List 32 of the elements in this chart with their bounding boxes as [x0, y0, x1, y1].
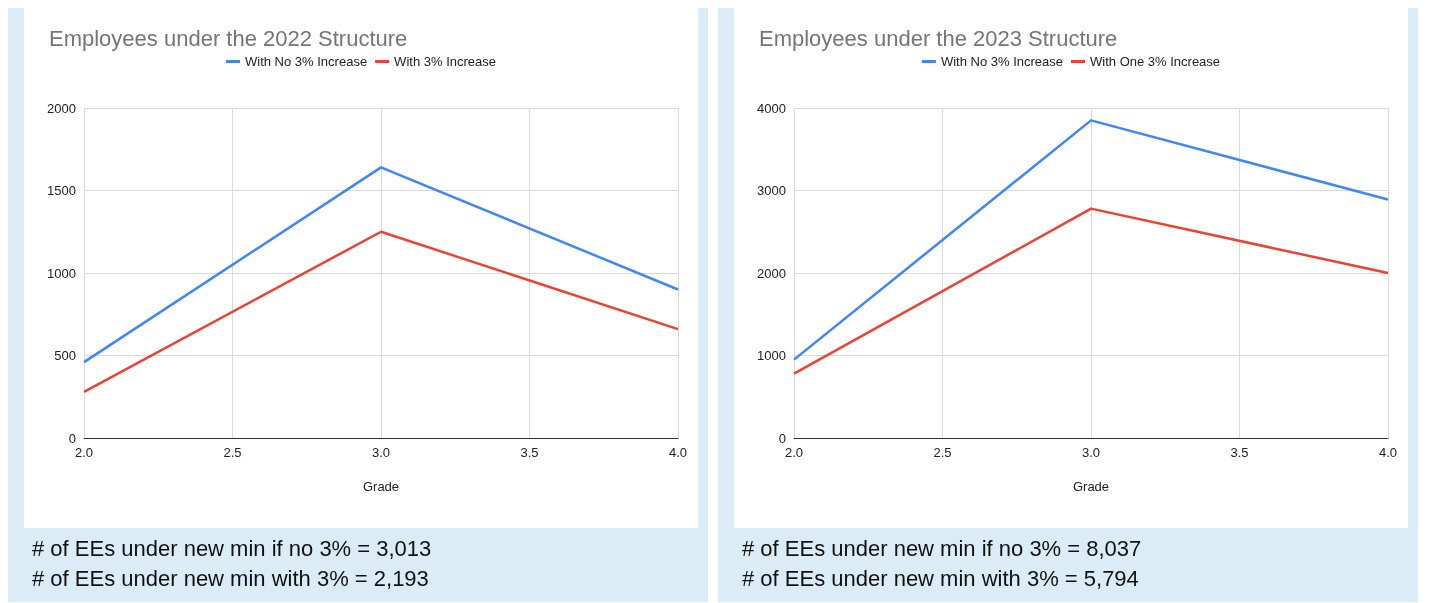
y-tick-label: 0: [68, 430, 76, 446]
text: # of EEs under new min with 3% = 5,794: [742, 565, 1140, 593]
x-tick-label: 2.5: [933, 445, 952, 460]
text: # of EEs under new min if no 3% = 3,013: [32, 535, 433, 563]
x-tick-label: 3.5: [1230, 445, 1249, 460]
x-tick-label: 3.5: [520, 445, 539, 460]
text: # of EEs under new min with 3% = 2,193: [32, 565, 430, 593]
chart-title: Employees under the 2023 Structure: [759, 25, 1118, 51]
legend-label: With 3% Increase: [394, 54, 496, 69]
x-tick-label: 2.0: [784, 445, 804, 460]
x-tick-label: 4.0: [668, 445, 688, 460]
y-tick-label: 1000: [757, 348, 786, 363]
chart-title: Employees under the 2022 Structure: [49, 25, 408, 51]
x-axis-title: Grade: [1072, 479, 1110, 494]
x-tick-label: 3.0: [371, 445, 391, 460]
y-tick-label: 2000: [757, 265, 786, 281]
x-tick-label: 4.0: [1378, 445, 1398, 460]
y-tick-label: 0: [778, 430, 786, 446]
text: # of EEs under new min if no 3% = 8,037: [742, 535, 1143, 563]
y-tick-label: 3000: [757, 183, 786, 198]
y-tick-label: 1000: [47, 265, 76, 281]
y-tick-label: 500: [54, 348, 76, 363]
y-tick-label: 1500: [47, 183, 76, 198]
legend-label: With No 3% Increase: [940, 54, 1064, 69]
x-tick-label: 2.5: [223, 445, 242, 460]
y-tick-label: 2000: [47, 100, 76, 116]
x-tick-label: 2.0: [74, 445, 94, 460]
y-tick-label: 4000: [757, 100, 786, 116]
x-axis-title: Grade: [362, 479, 400, 494]
legend-label: With No 3% Increase: [245, 54, 368, 69]
x-tick-label: 3.0: [1081, 445, 1101, 460]
legend-label: With One 3% Increase: [1090, 54, 1221, 69]
